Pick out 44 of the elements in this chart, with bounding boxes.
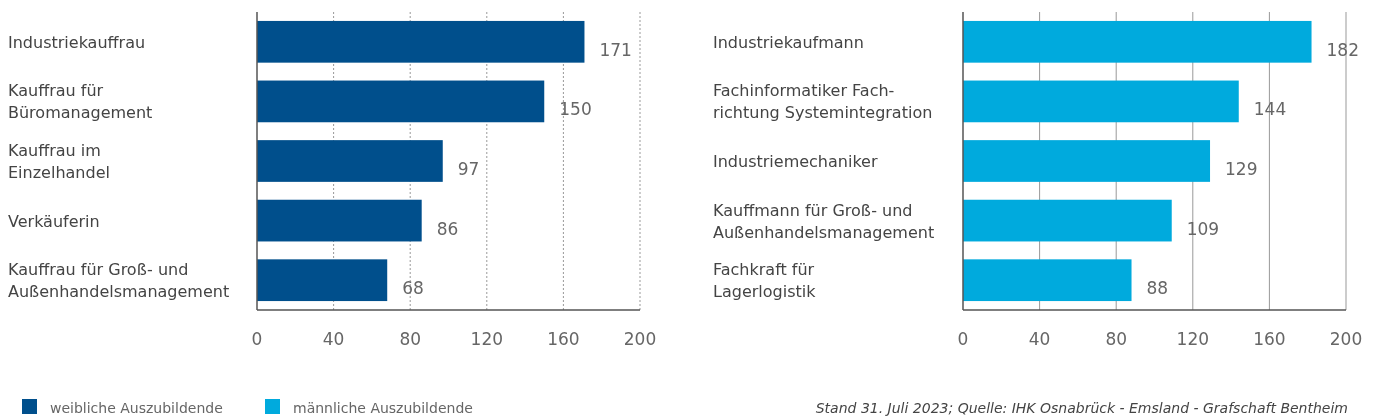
x-tick-label: 200 [1329,329,1363,349]
data-label: 109 [1186,218,1220,239]
data-label: 97 [457,159,480,179]
y-tick-label: Industriekaufmann [713,32,864,52]
bar [257,20,585,63]
y-tick-label: Industriemechaniker [713,152,878,171]
text: Stand 31. Juli 2023; Quelle: IHK Osnabrück - Emsland - Grafschaft Bentheim [815,400,1348,416]
x-tick-label: 40 [322,329,345,349]
x-tick-label: 120 [1176,329,1210,349]
data-label: 182 [1326,39,1359,60]
y-tick-label: Fachinformatiker Fach- richtung Systemintegration [713,81,933,123]
bar [963,140,1211,182]
data-label: 129 [1225,159,1258,179]
y-tick-label: Fachkraft für Lagerlogistik [713,260,817,302]
x-tick-label: 80 [1105,329,1128,349]
data-label: 88 [1146,278,1169,299]
bar [963,80,1239,123]
legend-label: weibliche Auszubildende [50,400,223,416]
x-tick-label: 160 [1253,329,1286,349]
bar [257,259,388,302]
bar [963,259,1132,302]
x-tick-label: 0 [251,329,263,349]
data-label: 150 [559,99,592,120]
data-label: 86 [436,218,459,239]
x-tick-label: 200 [623,329,657,349]
y-tick-label: Kauffrau im Einzelhandel [8,141,110,182]
bar [963,20,1312,63]
bar [257,80,545,123]
bar [257,199,422,242]
y-tick-label: Industriekauffrau [8,32,146,52]
legend-label: männliche Auszubildende [293,400,473,416]
bar [963,199,1172,242]
data-label: 171 [599,39,632,60]
x-tick-label: 160 [547,329,580,349]
y-tick-label: Kauffrau für Groß- und Außenhandelsmanagement [8,260,230,302]
y-tick-label: Verkäuferin [8,211,100,231]
x-tick-label: 120 [470,329,504,349]
y-tick-label: Kauffrau für Büromanagement [8,81,153,123]
x-tick-label: 80 [399,329,422,349]
x-tick-label: 0 [957,329,969,349]
bar [257,140,443,182]
data-label: 68 [402,278,424,299]
y-tick-label: Kauffmann für Groß- und Außenhandelsmanagement [713,200,935,242]
x-tick-label: 40 [1028,329,1051,349]
